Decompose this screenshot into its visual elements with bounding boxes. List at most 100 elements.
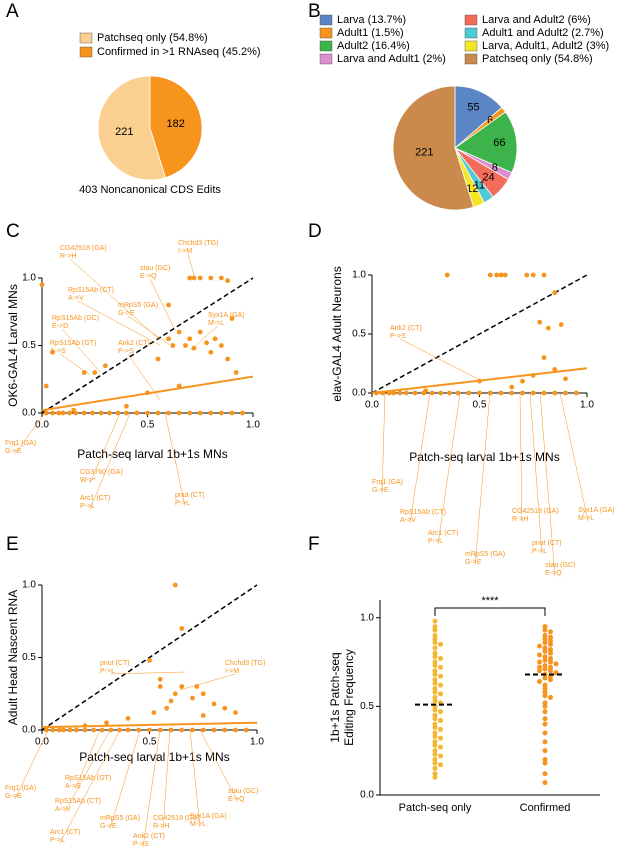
point [548, 629, 553, 635]
slice-label: 24 [482, 171, 494, 183]
panel-letter: C [6, 221, 20, 242]
x-tick-label: 0.5 [141, 420, 155, 431]
point [190, 695, 195, 701]
annotation: P->L [100, 668, 115, 675]
legend-label: Adult1 and Adult2 (2.7%) [482, 27, 604, 39]
point [438, 641, 443, 647]
point [233, 710, 238, 715]
annotation: P->S [118, 348, 134, 355]
annotation: G->E [5, 448, 22, 455]
annotation: Frq1 (GA) [5, 785, 36, 792]
y-axis-label: Adult Head Nascent RNA [6, 590, 20, 725]
annotation: I->M [178, 248, 192, 255]
point [190, 727, 195, 733]
point [541, 390, 547, 396]
point [520, 390, 525, 396]
fit-line [41, 721, 258, 729]
annotation: A->V [400, 517, 416, 524]
slice-label: 221 [115, 126, 133, 138]
point [39, 282, 45, 288]
point [509, 390, 515, 396]
annotation: Frq1 (GA) [5, 440, 36, 447]
point [208, 275, 214, 281]
point [191, 275, 197, 281]
annotation: stau (GC) [140, 265, 170, 272]
annotation: CG42518 (GA) [512, 508, 559, 515]
slice-label: 221 [415, 147, 433, 159]
legend-label: Adult2 (16.4%) [337, 40, 410, 52]
point [498, 272, 504, 278]
point [397, 390, 403, 396]
y-tick-label: 0.5 [22, 340, 36, 351]
point [432, 698, 438, 704]
point [429, 390, 435, 396]
point [98, 410, 104, 416]
annotation-leader [381, 392, 386, 494]
point [176, 329, 182, 335]
point [548, 647, 553, 653]
point [432, 654, 438, 660]
identity-line [41, 584, 258, 731]
point [432, 627, 438, 633]
point [542, 771, 548, 777]
point [542, 682, 548, 688]
point [225, 278, 231, 284]
panel-letter: D [308, 221, 322, 242]
x-tick-label: 0.0 [365, 400, 379, 411]
point [200, 727, 206, 733]
x-axis-label: Patch-seq larval 1b+1s MNs [77, 447, 227, 461]
annotation-leader [89, 412, 131, 510]
legend-label: Larva (13.7%) [337, 14, 406, 26]
identity-line [371, 274, 588, 394]
point [229, 410, 235, 416]
point [432, 757, 438, 763]
point [487, 390, 493, 396]
chart-title: 403 Noncanonical CDS Edits [79, 184, 221, 196]
point [542, 636, 548, 642]
annotation: E->D [52, 323, 68, 330]
point [197, 410, 203, 416]
point [542, 640, 548, 646]
point [432, 689, 438, 695]
point [432, 645, 438, 651]
point [157, 684, 163, 689]
point [548, 668, 553, 674]
y-tick-label: 1.0 [22, 580, 36, 591]
point [530, 390, 536, 396]
point [229, 316, 235, 321]
point [466, 390, 472, 396]
point [432, 640, 438, 646]
point [438, 673, 443, 679]
point [56, 727, 62, 733]
point [542, 654, 548, 660]
point [542, 721, 548, 727]
x-tick-label: 0.5 [143, 737, 157, 748]
point [432, 663, 438, 669]
annotation: CG3760 (GA) [80, 469, 123, 476]
legend-label: Larva and Adult1 (2%) [337, 53, 446, 65]
point [164, 705, 170, 711]
point [548, 641, 553, 647]
legend-label: Larva, Adult1, Adult2 (3%) [482, 40, 609, 52]
slice-label: 11 [474, 179, 485, 191]
point [125, 716, 131, 721]
annotation: pnut (CT) [532, 540, 562, 547]
point [200, 691, 206, 697]
point [432, 707, 438, 713]
annotation: Ank2 (CT) [133, 833, 165, 840]
annotation: Ank2 (CT) [118, 340, 150, 347]
y-axis-label: 1b+1s Patch-seq [328, 652, 342, 742]
point [187, 336, 193, 342]
point [542, 739, 548, 745]
point [542, 748, 548, 754]
point [455, 390, 461, 396]
point [438, 762, 443, 768]
annotation: CG42518 (GA) [60, 245, 107, 252]
annotation: G->E [100, 823, 117, 830]
point [183, 343, 188, 348]
point [43, 727, 49, 733]
point [553, 661, 559, 667]
annotation: Syx1A (GA) [190, 813, 227, 820]
slice-label: 6 [487, 114, 493, 126]
